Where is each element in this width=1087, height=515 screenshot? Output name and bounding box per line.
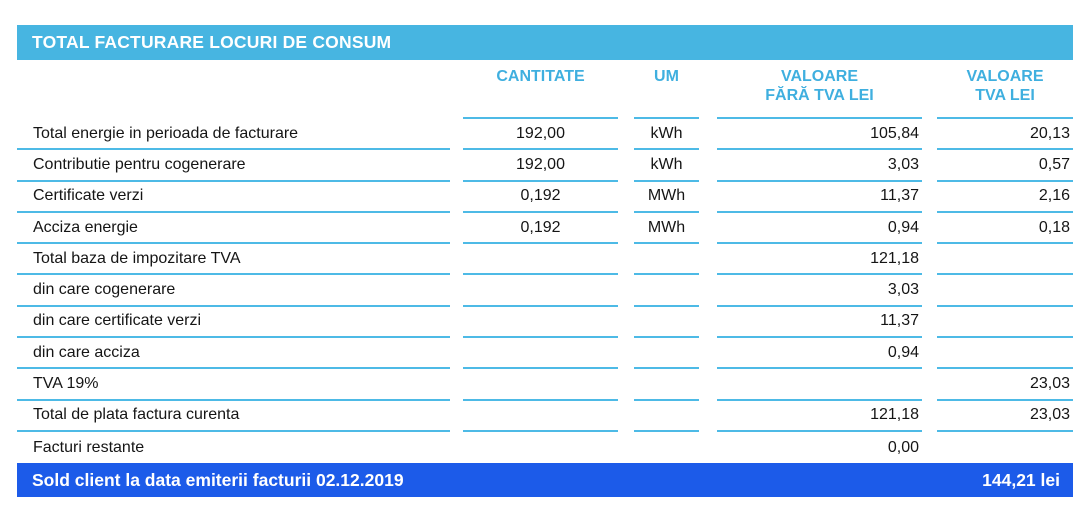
cell-valoare-fara-tva: 11,37	[717, 182, 922, 213]
cell-label: Total baza de impozitare TVA	[17, 244, 450, 276]
column-header-empty	[17, 60, 450, 119]
cell-cantitate	[463, 369, 618, 401]
balance-footer-label: Sold client la data emiterii facturii 02…	[32, 469, 404, 490]
column-header-cantitate: CANTITATE	[463, 60, 618, 119]
billing-table: CANTITATE UM VALOARE FĂRĂ TVA LEI VALOAR…	[17, 60, 1073, 463]
cell-valoare-tva	[937, 244, 1073, 276]
cell-valoare-tva: 23,03	[937, 401, 1073, 432]
cell-valoare-fara-tva: 3,03	[717, 150, 922, 182]
cell-valoare-tva: 0,18	[937, 213, 1073, 245]
cell-um: MWh	[634, 213, 699, 245]
cell-um	[634, 369, 699, 401]
cell-um	[634, 401, 699, 432]
table-row: Certificate verzi 0,192 MWh 11,37 2,16	[17, 182, 1073, 213]
cell-valoare-fara-tva	[717, 369, 922, 401]
cell-um	[634, 338, 699, 370]
table-row: Acciza energie 0,192 MWh 0,94 0,18	[17, 213, 1073, 245]
cell-label: din care certificate verzi	[17, 307, 450, 339]
cell-um	[634, 432, 699, 463]
table-body: Total energie in perioada de facturare 19…	[17, 119, 1073, 463]
balance-footer-bar: Sold client la data emiterii facturii 02…	[17, 463, 1073, 497]
cell-cantitate: 0,192	[463, 182, 618, 213]
cell-valoare-tva	[937, 338, 1073, 370]
cell-valoare-fara-tva: 11,37	[717, 307, 922, 339]
cell-valoare-tva: 20,13	[937, 119, 1073, 151]
table-row: TVA 19% 23,03	[17, 369, 1073, 401]
cell-label: Total energie in perioada de facturare	[17, 119, 450, 151]
cell-valoare-fara-tva: 0,94	[717, 213, 922, 245]
table-row: din care acciza 0,94	[17, 338, 1073, 370]
cell-valoare-fara-tva: 105,84	[717, 119, 922, 151]
cell-label: Contributie pentru cogenerare	[17, 150, 450, 182]
section-title-bar: TOTAL FACTURARE LOCURI DE CONSUM	[17, 25, 1073, 60]
cell-label: Total de plata factura curenta	[17, 401, 450, 432]
section-title: TOTAL FACTURARE LOCURI DE CONSUM	[32, 32, 392, 52]
cell-label: din care acciza	[17, 338, 450, 370]
cell-label: Certificate verzi	[17, 182, 450, 213]
cell-um: MWh	[634, 182, 699, 213]
cell-cantitate: 192,00	[463, 119, 618, 151]
cell-valoare-tva: 23,03	[937, 369, 1073, 401]
cell-valoare-fara-tva: 121,18	[717, 244, 922, 276]
table-row: Total baza de impozitare TVA 121,18	[17, 244, 1073, 276]
cell-um: kWh	[634, 150, 699, 182]
cell-valoare-fara-tva: 3,03	[717, 275, 922, 307]
cell-cantitate	[463, 401, 618, 432]
cell-um: kWh	[634, 119, 699, 151]
table-row: Total energie in perioada de facturare 19…	[17, 119, 1073, 151]
cell-valoare-tva	[937, 275, 1073, 307]
cell-valoare-tva: 2,16	[937, 182, 1073, 213]
cell-cantitate: 0,192	[463, 213, 618, 245]
table-row: din care cogenerare 3,03	[17, 275, 1073, 307]
cell-um	[634, 244, 699, 276]
table-row: din care certificate verzi 11,37	[17, 307, 1073, 339]
cell-cantitate	[463, 275, 618, 307]
table-row: Facturi restante 0,00	[17, 432, 1073, 463]
balance-footer-amount: 144,21 lei	[982, 469, 1060, 490]
cell-cantitate	[463, 244, 618, 276]
cell-um	[634, 275, 699, 307]
cell-um	[634, 307, 699, 339]
cell-cantitate	[463, 307, 618, 339]
cell-label: din care cogenerare	[17, 275, 450, 307]
cell-valoare-fara-tva: 0,00	[887, 438, 919, 456]
cell-valoare-fara-tva: 121,18	[717, 401, 922, 432]
cell-cantitate: 192,00	[463, 150, 618, 182]
table-row: Total de plata factura curenta 121,18 23,0…	[17, 401, 1073, 432]
cell-valoare-tva	[937, 307, 1073, 339]
cell-cantitate	[463, 338, 618, 370]
table-row: Contributie pentru cogenerare 192,00 kWh 3,…	[17, 150, 1073, 182]
cell-label: Acciza energie	[17, 213, 450, 245]
column-header-row: CANTITATE UM VALOARE FĂRĂ TVA LEI VALOAR…	[17, 60, 1073, 119]
cell-valoare-tva: 0,57	[937, 150, 1073, 182]
cell-cantitate	[463, 432, 618, 463]
cell-label: TVA 19%	[17, 369, 450, 401]
cell-valoare-fara-tva: 0,94	[717, 338, 922, 370]
column-header-um: UM	[634, 60, 699, 119]
column-header-valoare-fara-tva: VALOARE FĂRĂ TVA LEI	[717, 60, 922, 119]
column-header-valoare-tva: VALOARE TVA LEI	[937, 60, 1073, 119]
cell-valoare-tva	[937, 432, 1073, 463]
cell-label: Facturi restante	[33, 438, 145, 456]
